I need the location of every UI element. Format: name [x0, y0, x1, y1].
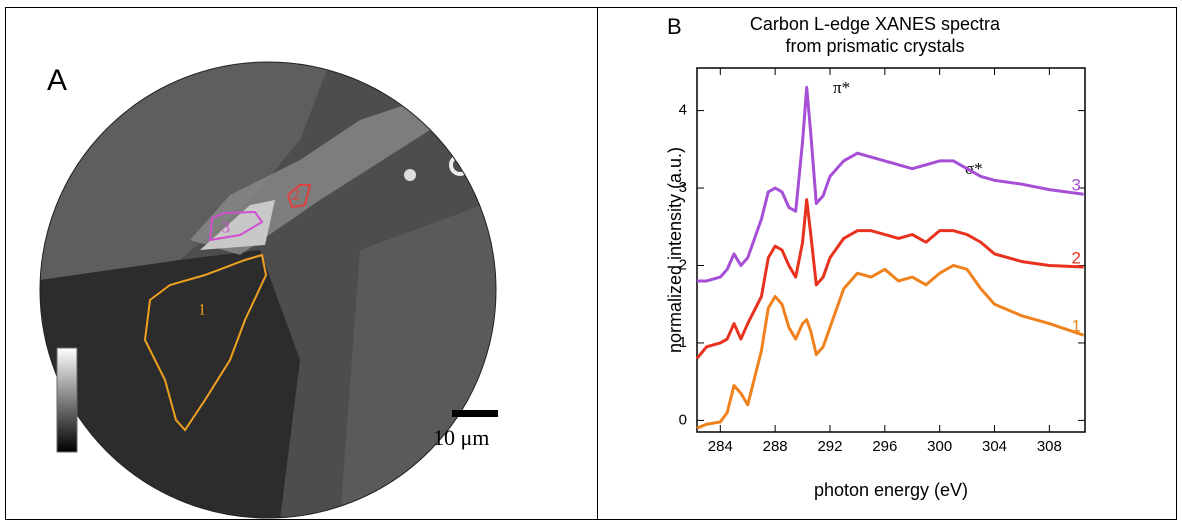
x-axis-label: photon energy (eV) [814, 480, 968, 500]
y-tick-label: 4 [679, 102, 687, 119]
x-tick-label: 288 [763, 438, 788, 455]
plot-frame [696, 67, 1086, 433]
region-2-outline [286, 184, 312, 209]
region-label: 2 [292, 187, 300, 204]
x-tick-label: 292 [817, 438, 842, 455]
region-label: 3 [222, 220, 230, 237]
scale-bar [452, 410, 498, 417]
annotation: π* [833, 78, 850, 97]
panel-label: B [667, 14, 682, 39]
frame [5, 7, 1177, 520]
y-tick-label: 0 [679, 411, 687, 428]
annotation: σ* [965, 159, 983, 178]
disc-edge [39, 61, 497, 519]
region-1-outline [143, 253, 268, 432]
x-tick-label: 308 [1037, 438, 1062, 455]
y-tick-label: 1 [679, 334, 687, 351]
colorbar [56, 347, 78, 453]
x-tick-label: 304 [982, 438, 1007, 455]
x-tick-label: 296 [872, 438, 897, 455]
chart-title: from prismatic crystals [785, 36, 964, 56]
scale-label: 10 μm [433, 425, 489, 450]
region-label: 1 [198, 302, 206, 319]
series-line [695, 198, 1084, 360]
y-tick-label: 2 [679, 256, 687, 273]
series-label: 3 [1072, 176, 1081, 195]
micrograph [40, 62, 496, 518]
series-label: 1 [1072, 317, 1081, 336]
panel-label: A [47, 64, 67, 97]
y-axis-label: normalized intensity (a.u.) [665, 147, 685, 353]
x-tick-label: 284 [708, 438, 733, 455]
series-label: 2 [1072, 249, 1081, 268]
series-line [697, 85, 1084, 283]
series-line [696, 263, 1085, 430]
chart-title: Carbon L-edge XANES spectra [750, 14, 1001, 34]
x-tick-label: 300 [927, 438, 952, 455]
y-tick-label: 3 [679, 179, 687, 196]
region-3-outline [208, 210, 264, 242]
